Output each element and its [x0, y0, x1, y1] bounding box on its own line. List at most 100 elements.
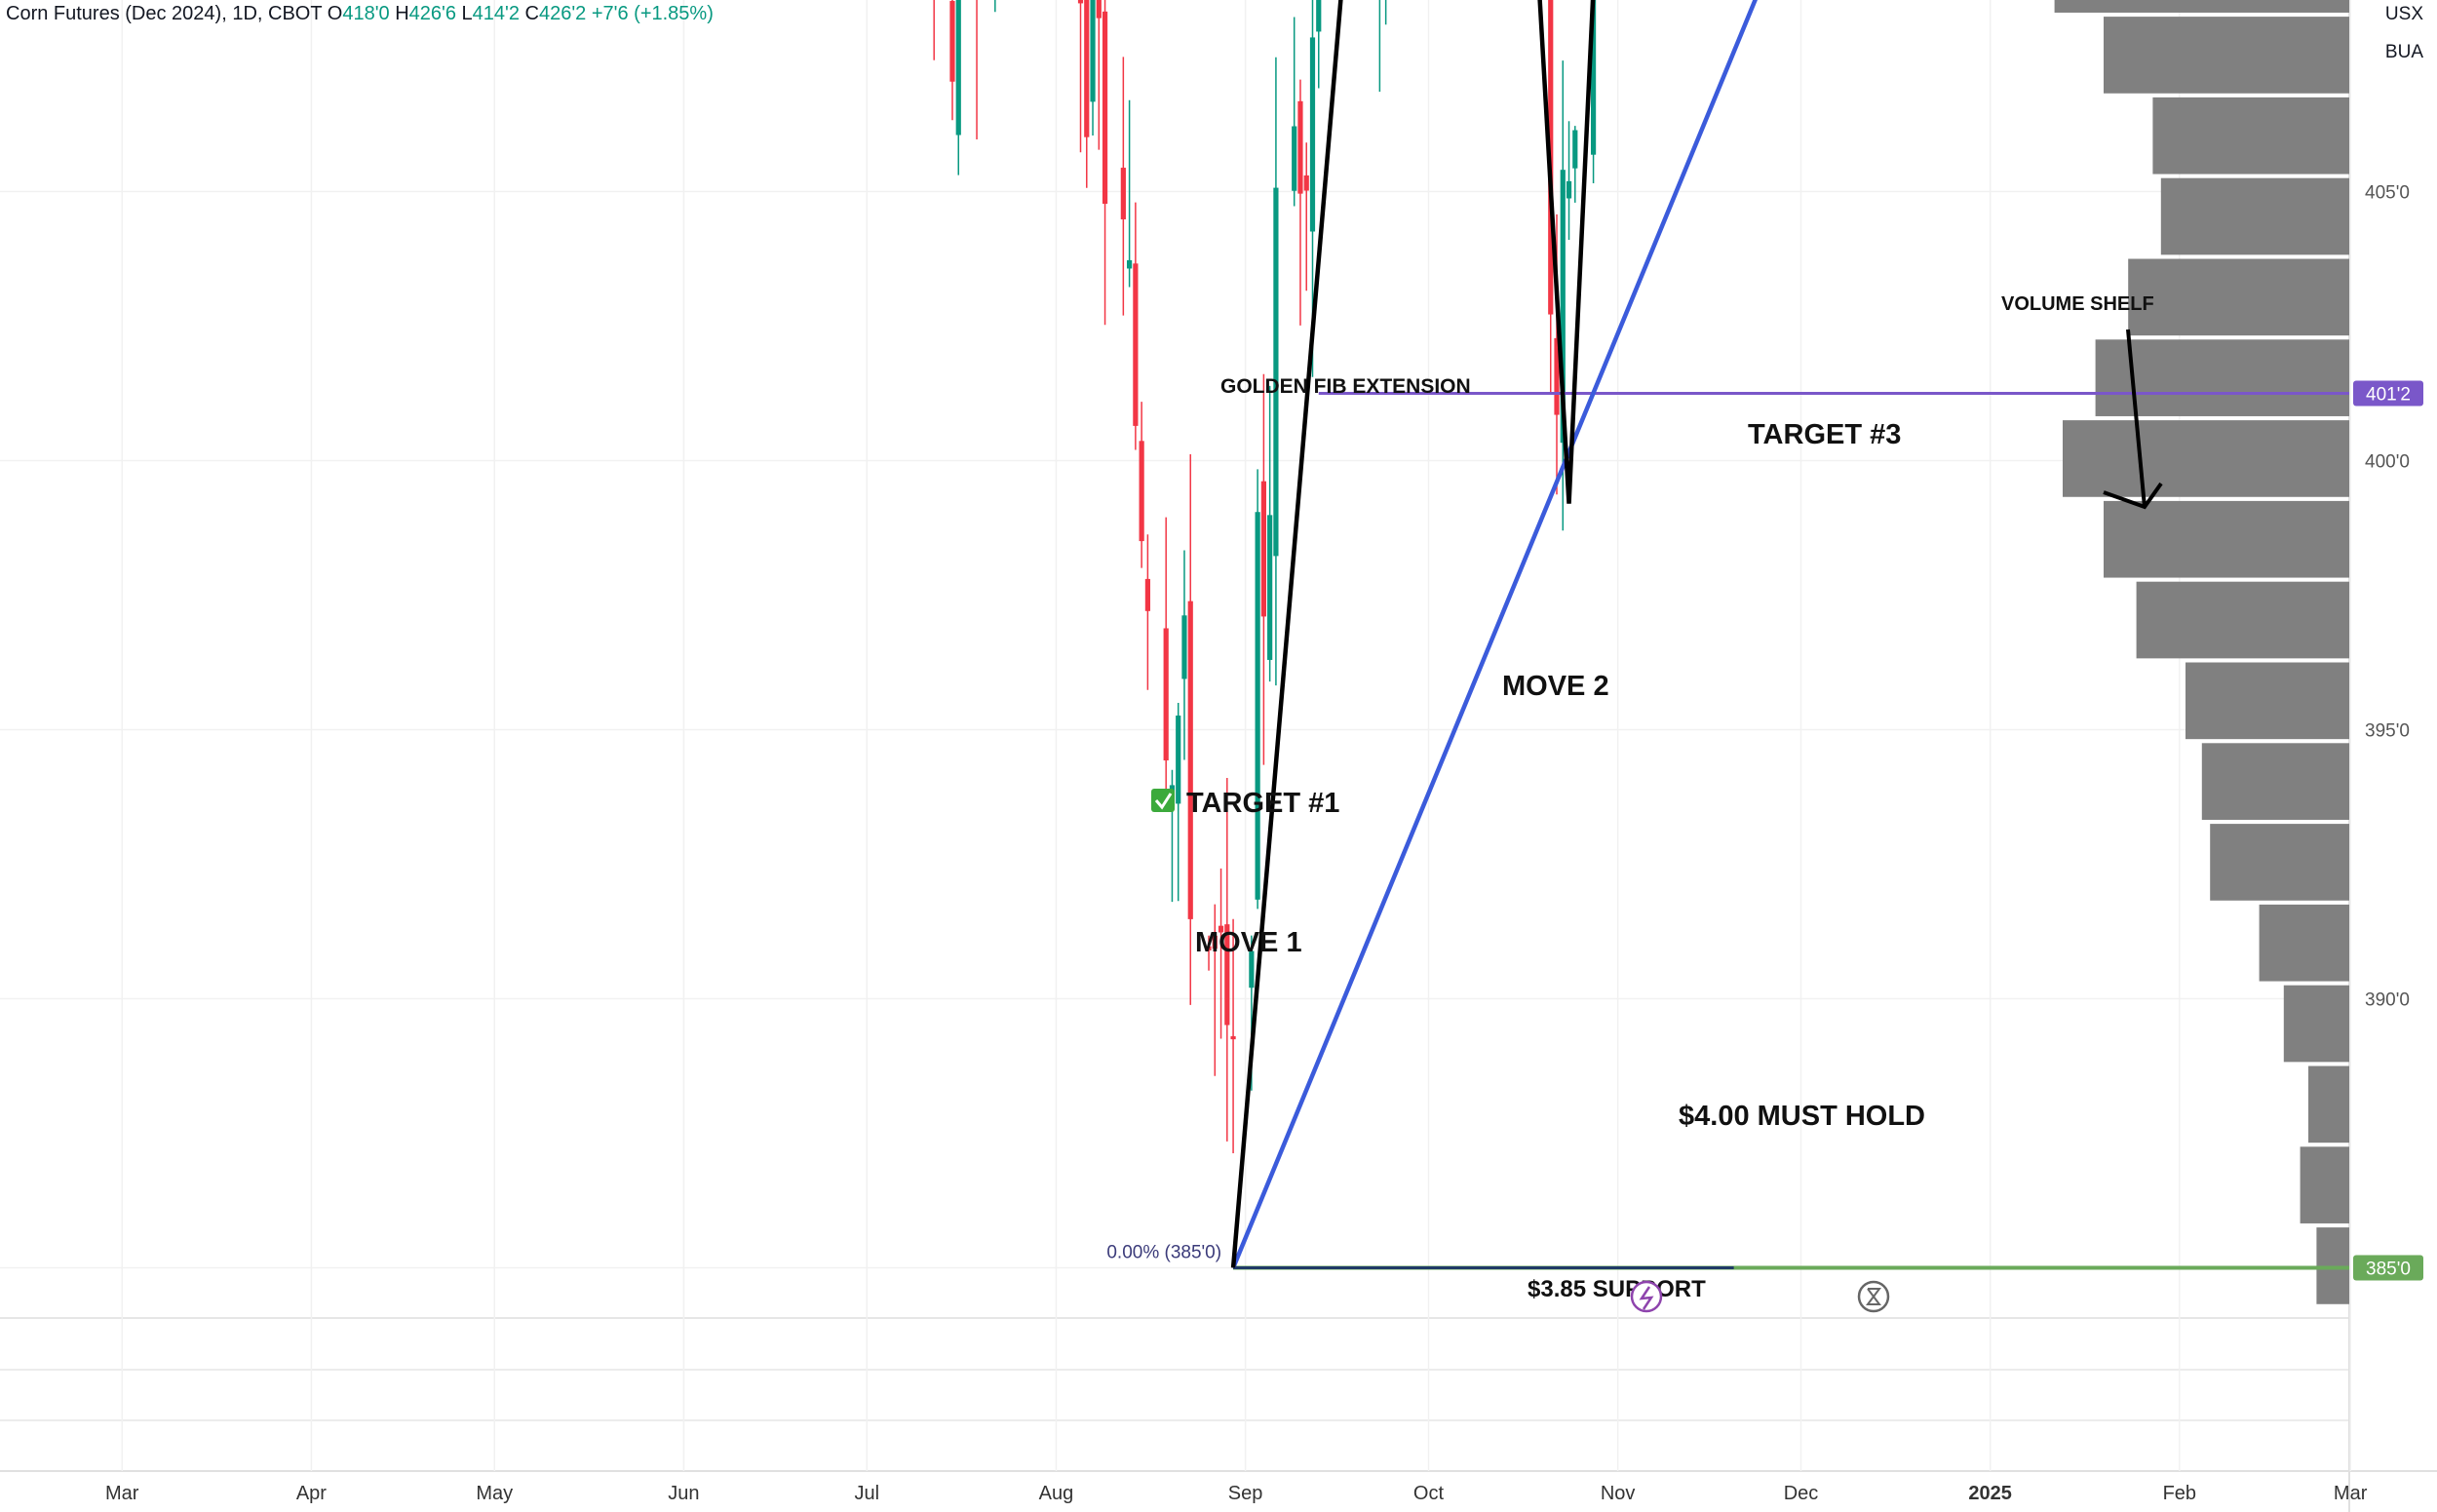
x-tick-label: 2025 — [1968, 1483, 2012, 1504]
candle-body[interactable] — [1224, 924, 1230, 1026]
candle-body[interactable] — [1218, 925, 1224, 933]
x-tick-label: Nov — [1601, 1483, 1636, 1504]
candle-body[interactable] — [1249, 950, 1255, 989]
volume-profile-bar — [2186, 662, 2349, 740]
candle-body[interactable] — [949, 0, 955, 82]
volume-profile-bar — [2300, 1146, 2349, 1223]
candle-body[interactable] — [1212, 935, 1218, 950]
candle-body[interactable] — [1139, 441, 1144, 542]
annotation-label: MOVE 2 — [1502, 671, 1609, 702]
check-mark-icon — [1151, 789, 1175, 812]
high-label: H — [395, 3, 409, 24]
candle-body[interactable] — [1163, 628, 1169, 761]
candle-body[interactable] — [1292, 126, 1297, 191]
x-tick-label: Jul — [855, 1483, 880, 1504]
candle-body[interactable] — [1206, 946, 1212, 950]
price-level-tag[interactable] — [2353, 1255, 2423, 1281]
annotation-label: TARGET #1 — [1186, 788, 1339, 819]
candle-body[interactable] — [1090, 0, 1096, 102]
open-label: O — [327, 3, 343, 24]
symbol-name[interactable]: Corn Futures (Dec 2024), 1D, CBOT — [6, 3, 323, 24]
low-label: L — [461, 3, 473, 24]
candle-body[interactable] — [1566, 180, 1572, 199]
high-value: 426'6 — [408, 3, 456, 24]
candle-body[interactable] — [1572, 130, 1578, 169]
candle-body[interactable] — [1297, 100, 1303, 194]
price-level-tag-label: 385'0 — [2366, 1260, 2411, 1280]
y-tick-label: 395'0 — [2365, 721, 2410, 742]
candle-body[interactable] — [1260, 481, 1266, 617]
volume-profile-bar — [2104, 500, 2349, 578]
fib-level-label: 0.00% (385'0) — [1106, 1243, 1221, 1263]
x-tick-label: Jun — [668, 1483, 699, 1504]
x-tick-label: Oct — [1413, 1483, 1445, 1504]
volume-profile-bar — [2063, 420, 2349, 497]
volume-profile-bar — [2104, 17, 2349, 94]
annotation-label: MOVE 1 — [1195, 927, 1302, 958]
candle-body[interactable] — [1102, 11, 1108, 205]
volume-profile-bar — [2283, 985, 2349, 1063]
change-value: +7'6 (+1.85%) — [591, 3, 714, 24]
candle-body[interactable] — [1133, 263, 1139, 426]
close-label: C — [524, 3, 539, 24]
candle-body[interactable] — [1303, 174, 1309, 191]
annotation-label: $3.85 SUPPORT — [1528, 1276, 1706, 1302]
candle-body[interactable] — [1077, 0, 1084, 4]
unit-label[interactable]: BUA — [2384, 42, 2423, 62]
trendline[interactable] — [1230, 0, 1783, 1269]
volume-profile-bar — [2054, 0, 2349, 13]
x-tick-label: May — [476, 1483, 513, 1504]
candle-body[interactable] — [1560, 170, 1566, 444]
check-mark-icon — [1154, 793, 1173, 810]
candle-body[interactable] — [955, 0, 961, 136]
candle-body[interactable] — [1230, 1035, 1236, 1040]
price-level-tag-label: 401'2 — [2366, 385, 2411, 406]
x-tick-label: Mar — [2334, 1483, 2368, 1504]
candle-body[interactable] — [1144, 578, 1150, 611]
volume-profile-bar — [2128, 258, 2349, 336]
candle-body[interactable] — [1273, 187, 1279, 557]
candle-body[interactable] — [1554, 337, 1560, 415]
volume-profile-bar — [2316, 1227, 2349, 1304]
volume-profile-bar — [2210, 824, 2349, 901]
lightning-icon — [1639, 1286, 1654, 1310]
x-tick-label: Aug — [1039, 1483, 1074, 1504]
candle-body[interactable] — [1255, 512, 1260, 900]
volume-profile-bar — [2308, 1066, 2349, 1144]
close-value: 426'2 — [538, 3, 587, 24]
candle-body[interactable] — [1187, 601, 1193, 919]
volume-shelf-arrow — [2126, 329, 2147, 508]
candle-body[interactable] — [1309, 37, 1316, 232]
x-tick-label: Apr — [296, 1483, 327, 1504]
volume-profile-bar — [2201, 743, 2349, 820]
candle-body[interactable] — [1590, 0, 1597, 155]
symbol-header: Corn Futures (Dec 2024), 1D, CBOT O418'0… — [6, 3, 714, 25]
candle-body[interactable] — [1267, 515, 1273, 660]
x-tick-label: Dec — [1784, 1483, 1819, 1504]
candle-body[interactable] — [1120, 168, 1126, 220]
low-value: 414'2 — [472, 3, 520, 24]
candle-body[interactable] — [1127, 259, 1133, 269]
candle-body[interactable] — [1181, 615, 1187, 679]
currency-label[interactable]: USX — [2384, 4, 2423, 24]
x-tick-label: Feb — [2163, 1483, 2196, 1504]
annotation-label: TARGET #3 — [1748, 419, 1901, 450]
annotation-label: $4.00 MUST HOLD — [1679, 1101, 1925, 1132]
x-tick-label: Mar — [105, 1483, 139, 1504]
price-level-tag[interactable] — [2353, 380, 2423, 407]
volume-profile-bar — [2095, 339, 2349, 416]
annotation-label: GOLDEN FIB EXTENSION — [1220, 375, 1471, 398]
lightning-icon[interactable] — [1630, 1280, 1663, 1313]
volume-profile-bar — [2259, 904, 2349, 982]
candle-body[interactable] — [1084, 0, 1090, 137]
volume-profile-bar — [2152, 97, 2349, 174]
candle-body[interactable] — [1096, 0, 1102, 19]
x-tick-label: Sep — [1228, 1483, 1263, 1504]
volume-profile-bar — [2136, 581, 2349, 659]
candle-body[interactable] — [1176, 716, 1181, 804]
annotation-label: VOLUME SHELF — [2001, 293, 2154, 315]
candle-body[interactable] — [1316, 0, 1322, 32]
